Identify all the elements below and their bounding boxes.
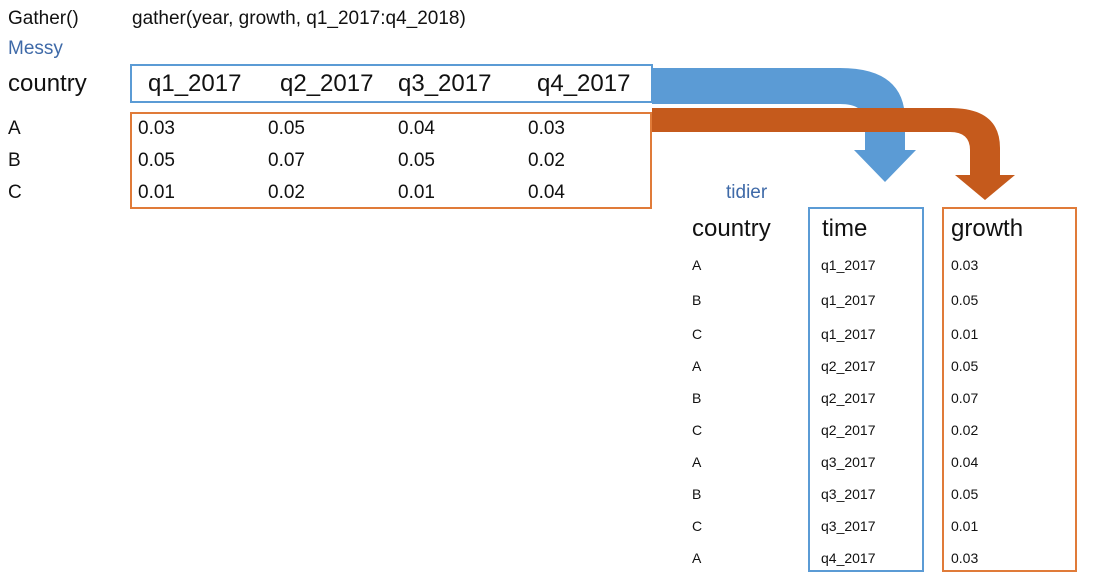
messy-cell: 0.03 [528, 118, 565, 139]
tidy-growth-cell: 0.04 [951, 454, 979, 470]
tidy-growth-box [942, 207, 1077, 572]
tidy-country-cell: C [692, 326, 703, 342]
messy-row-country: C [8, 182, 22, 203]
messy-row-country: B [8, 150, 21, 171]
orange-arrow [652, 108, 1015, 200]
tidy-time-cell: q2_2017 [821, 390, 876, 406]
messy-col-header: q3_2017 [398, 70, 492, 97]
code-text: gather(year, growth, q1_2017:q4_2018) [132, 8, 466, 29]
messy-cell: 0.04 [398, 118, 435, 139]
tidy-time-cell: q1_2017 [821, 257, 876, 273]
messy-cell: 0.05 [138, 150, 175, 171]
tidy-country-header: country [692, 215, 771, 242]
tidy-country-cell: C [692, 518, 703, 534]
messy-cell: 0.07 [268, 150, 305, 171]
messy-cell: 0.02 [268, 182, 305, 203]
messy-cell: 0.03 [138, 118, 175, 139]
tidy-country-cell: A [692, 550, 702, 566]
tidy-country-cell: A [692, 454, 702, 470]
tidy-country-cell: B [692, 486, 702, 502]
messy-columns-box [130, 64, 653, 103]
tidy-time-cell: q3_2017 [821, 518, 876, 534]
tidier-label: tidier [726, 182, 768, 203]
tidy-time-cell: q3_2017 [821, 486, 876, 502]
tidy-growth-cell: 0.03 [951, 550, 979, 566]
messy-col-header: q1_2017 [148, 70, 242, 97]
messy-cell: 0.01 [138, 182, 175, 203]
messy-cell: 0.02 [528, 150, 565, 171]
messy-cell: 0.01 [398, 182, 435, 203]
tidy-country-cell: C [692, 422, 703, 438]
messy-values-box [130, 112, 652, 209]
messy-col-header: q4_2017 [537, 70, 631, 97]
tidy-growth-cell: 0.01 [951, 518, 979, 534]
messy-cell: 0.05 [268, 118, 305, 139]
messy-cell: 0.05 [398, 150, 435, 171]
blue-arrow [652, 68, 916, 182]
tidy-time-box [808, 207, 924, 572]
tidy-growth-cell: 0.05 [951, 486, 979, 502]
tidy-country-cell: B [692, 390, 702, 406]
tidy-growth-cell: 0.01 [951, 326, 979, 342]
tidy-time-cell: q4_2017 [821, 550, 876, 566]
tidy-time-cell: q2_2017 [821, 422, 876, 438]
function-label: Gather() [8, 8, 79, 29]
tidy-growth-cell: 0.05 [951, 292, 979, 308]
messy-country-header: country [8, 70, 87, 97]
tidy-growth-header: growth [951, 215, 1024, 242]
tidy-growth-cell: 0.05 [951, 358, 979, 374]
tidy-time-cell: q2_2017 [821, 358, 876, 374]
tidy-growth-cell: 0.02 [951, 422, 979, 438]
tidy-country-cell: B [692, 292, 702, 308]
messy-cell: 0.04 [528, 182, 565, 203]
messy-row-country: A [8, 118, 21, 139]
messy-col-header: q2_2017 [280, 70, 374, 97]
tidy-growth-cell: 0.03 [951, 257, 979, 273]
tidy-time-cell: q1_2017 [821, 292, 876, 308]
tidy-time-cell: q3_2017 [821, 454, 876, 470]
messy-label: Messy [8, 38, 63, 59]
tidy-country-cell: A [692, 358, 702, 374]
tidy-country-cell: A [692, 257, 702, 273]
tidy-growth-cell: 0.07 [951, 390, 979, 406]
tidy-time-cell: q1_2017 [821, 326, 876, 342]
tidy-time-header: time [822, 215, 868, 242]
